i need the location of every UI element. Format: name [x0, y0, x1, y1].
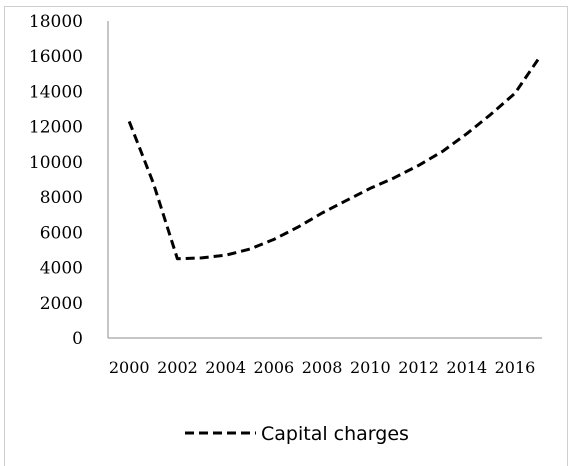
y-tick-label: 0 [72, 329, 83, 349]
y-tick-label: 16000 [29, 47, 83, 67]
y-tick-label: 4000 [40, 259, 83, 279]
legend: Capital charges [185, 423, 409, 445]
legend-label: Capital charges [261, 423, 409, 445]
y-tick-label: 10000 [29, 153, 83, 173]
x-tick-label: 2006 [254, 358, 295, 377]
x-tick-label: 2008 [302, 358, 343, 377]
y-tick-label: 6000 [40, 223, 83, 243]
x-tick-label: 2012 [398, 358, 439, 377]
chart-frame [4, 6, 568, 466]
x-tick-label: 2000 [109, 358, 150, 377]
series-line-capital-charges [127, 57, 541, 261]
x-tick-label: 2002 [157, 358, 198, 377]
x-axis: 2000 2002 2004 2006 2008 2010 2012 2014 2016 [108, 337, 542, 377]
y-tick-label: 2000 [40, 294, 83, 314]
y-tick-label: 12000 [29, 118, 83, 138]
y-tick-label: 14000 [29, 82, 83, 102]
y-tick-label: 18000 [29, 12, 83, 32]
series-layer [127, 57, 541, 261]
y-axis: 0 2000 4000 6000 8000 10000 12000 14000 16000 180… [29, 12, 109, 349]
y-tick-label: 8000 [40, 188, 83, 208]
x-tick-label: 2010 [350, 358, 391, 377]
x-tick-label: 2004 [205, 358, 246, 377]
x-tick-label: 2016 [495, 358, 536, 377]
x-tick-label: 2014 [446, 358, 487, 377]
